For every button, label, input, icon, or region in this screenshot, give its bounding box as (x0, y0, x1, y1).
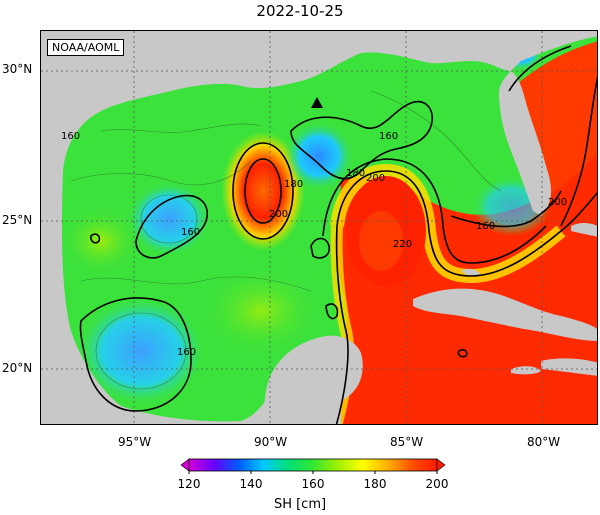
contour-label: 160 (476, 221, 496, 232)
colorbar-min-arrow (180, 458, 190, 472)
colorbar-tick-label: 120 (178, 477, 201, 491)
lat-tick-label: 20°N (2, 361, 33, 375)
colorbar-max-arrow (436, 458, 446, 472)
contour-label: 160 (181, 227, 201, 238)
contour-label: 180 (346, 168, 366, 179)
lon-tick-label: 90°W (254, 435, 288, 449)
lon-tick-label: 95°W (118, 435, 152, 449)
sea-height-map (41, 31, 597, 424)
loop-current-inner (359, 211, 403, 271)
high-west (61, 206, 141, 276)
cold-eddy-west (127, 181, 211, 257)
lat-tick-label: 25°N (2, 213, 33, 227)
colorbar: 120 140 160 180 200 (178, 458, 449, 491)
cold-eddy-southwest (76, 296, 206, 406)
colorbar-bar (188, 458, 438, 472)
colorbar-ticks: 120 140 160 180 200 (178, 471, 449, 491)
cold-eddy-north (284, 121, 354, 191)
credit-label: NOAA/AOML (47, 39, 125, 56)
map-title: 2022-10-25 (256, 2, 344, 20)
colorbar-tick-label: 160 (302, 477, 325, 491)
triangle-marker[interactable] (311, 97, 323, 108)
contour-label: 180 (284, 179, 304, 190)
major-contours (79, 45, 597, 424)
minor-contours (70, 90, 502, 390)
contour-label: 200 (366, 173, 386, 184)
contour-label: 160 (177, 347, 197, 358)
contour-label: 200 (548, 197, 568, 208)
contour-label: 200 (269, 209, 289, 220)
contour-label: 220 (393, 239, 413, 250)
lat-tick-label: 30°N (2, 62, 33, 76)
colorbar-tick-label: 200 (426, 477, 449, 491)
land (41, 31, 597, 424)
colorbar-tick-label: 140 (240, 477, 263, 491)
high-central (201, 266, 321, 356)
contour-label: 160 (379, 131, 399, 142)
colorbar-label: SH [cm] (273, 497, 327, 512)
lon-tick-label: 85°W (390, 435, 424, 449)
contour-label: 160 (61, 131, 81, 142)
graticule (41, 31, 597, 424)
lon-tick-label: 80°W (527, 435, 561, 449)
colorbar-tick-label: 180 (364, 477, 387, 491)
map-panel[interactable]: 160 160 160 160 160 180 180 200 200 200 … (40, 30, 598, 425)
